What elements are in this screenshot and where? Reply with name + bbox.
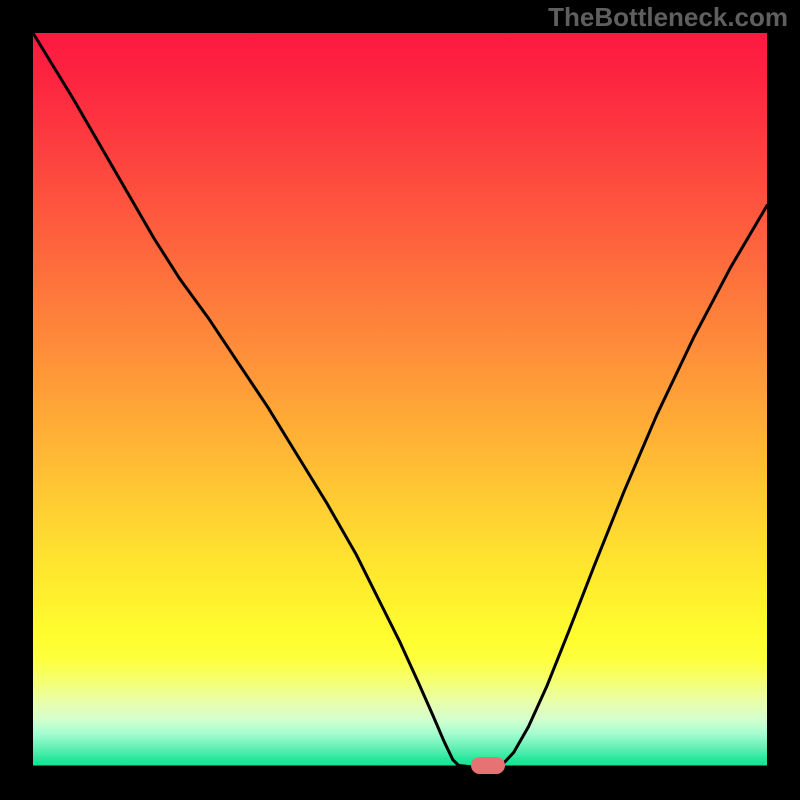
bottleneck-curve [0,0,800,800]
chart-stage: TheBottleneck.com [0,0,800,800]
optimal-point-marker [471,757,505,774]
